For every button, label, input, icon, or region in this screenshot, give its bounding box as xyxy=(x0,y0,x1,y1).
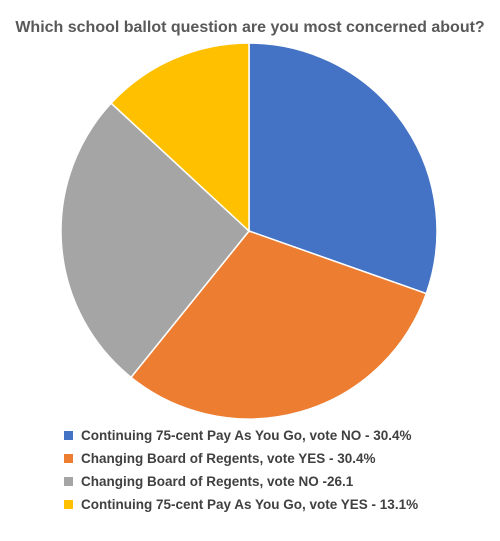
legend-label: Changing Board of Regents, vote NO -26.1 xyxy=(81,474,354,489)
chart-legend: Continuing 75-cent Pay As You Go, vote N… xyxy=(64,424,494,516)
legend-item-1: Continuing 75-cent Pay As You Go, vote N… xyxy=(64,424,494,447)
legend-label: Changing Board of Regents, vote YES - 30… xyxy=(81,451,376,466)
pie-slice-4 xyxy=(110,42,250,233)
pie-slice-3 xyxy=(60,102,251,379)
legend-item-4: Continuing 75-cent Pay As You Go, vote Y… xyxy=(64,493,494,516)
legend-swatch xyxy=(64,500,73,509)
legend-label: Continuing 75-cent Pay As You Go, vote Y… xyxy=(81,497,419,512)
chart-title: Which school ballot question are you mos… xyxy=(15,19,485,36)
pie-chart xyxy=(60,42,438,420)
legend-swatch xyxy=(64,431,73,440)
legend-label: Continuing 75-cent Pay As You Go, vote N… xyxy=(81,428,412,443)
legend-swatch xyxy=(64,477,73,486)
pie-slice-2 xyxy=(129,230,428,420)
legend-item-3: Changing Board of Regents, vote NO -26.1 xyxy=(64,470,494,493)
pie-slice-1 xyxy=(248,42,438,295)
legend-swatch xyxy=(64,454,73,463)
legend-item-2: Changing Board of Regents, vote YES - 30… xyxy=(64,447,494,470)
